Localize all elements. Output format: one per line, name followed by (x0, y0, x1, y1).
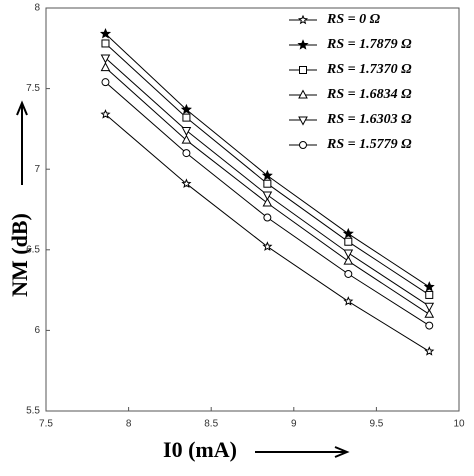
legend-label: RS = 1.7879 Ω (326, 37, 412, 52)
marker (344, 237, 353, 246)
legend-marker (299, 66, 307, 74)
marker (425, 321, 434, 330)
marker (342, 227, 354, 239)
marker (425, 290, 434, 299)
y-tick-label: 5.5 (26, 406, 40, 417)
x-tick-label: 7.5 (39, 419, 53, 430)
marker (101, 78, 110, 87)
series-line (105, 43, 430, 296)
legend-label: RS = 0 Ω (326, 12, 381, 27)
x-tick-label: 8.5 (204, 419, 218, 430)
x-tick-label: 8 (126, 419, 132, 430)
legend-marker (298, 116, 308, 126)
marker (100, 109, 111, 119)
marker (181, 134, 192, 144)
marker (263, 213, 272, 222)
y-tick-label: 7.5 (26, 83, 40, 94)
y-tick-label: 6 (34, 325, 40, 336)
legend-marker (297, 39, 309, 50)
y-axis-label: NM (dB) (7, 213, 32, 297)
marker (101, 39, 110, 48)
x-tick-label: 9.5 (369, 419, 383, 430)
legend-marker (298, 14, 308, 25)
marker (423, 281, 435, 292)
marker (424, 302, 435, 312)
marker (262, 191, 273, 201)
legend-marker (299, 141, 307, 149)
legend-label: RS = 1.7370 Ω (326, 62, 412, 77)
marker (99, 27, 112, 39)
y-arrow (16, 100, 28, 185)
x-axis-label: I0 (mA) (163, 437, 237, 462)
marker (424, 308, 435, 318)
series-line (105, 67, 430, 315)
marker (181, 127, 192, 137)
marker (262, 241, 273, 251)
x-arrow (255, 446, 350, 458)
x-tick-label: 9 (291, 419, 297, 430)
marker (343, 255, 354, 265)
marker (343, 249, 354, 259)
marker (261, 169, 273, 181)
marker (424, 346, 435, 356)
plot-frame (45, 7, 460, 412)
legend-label: RS = 1.6834 Ω (326, 87, 412, 102)
marker (100, 62, 111, 72)
marker (182, 149, 191, 158)
marker (344, 269, 353, 278)
marker (180, 103, 192, 115)
marker (182, 113, 191, 122)
marker (343, 296, 354, 306)
marker (262, 197, 273, 207)
y-tick-label: 7 (34, 164, 40, 175)
y-tick-label: 6.5 (26, 244, 40, 255)
y-tick-label: 8 (34, 3, 40, 14)
legend-label: RS = 1.5779 Ω (326, 137, 412, 152)
marker (263, 179, 272, 188)
x-tick-label: 10 (453, 419, 465, 430)
legend-marker (298, 89, 308, 99)
marker (100, 54, 111, 64)
marker (181, 178, 192, 188)
legend-label: RS = 1.6303 Ω (326, 112, 412, 127)
